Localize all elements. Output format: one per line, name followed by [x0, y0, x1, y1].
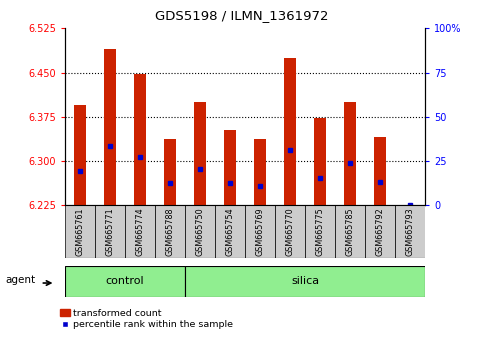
Bar — [314, 118, 326, 205]
Bar — [254, 139, 266, 205]
Text: GSM665792: GSM665792 — [376, 207, 384, 256]
Bar — [395, 205, 425, 258]
Bar — [374, 137, 386, 205]
Text: agent: agent — [5, 275, 35, 285]
Text: GDS5198 / ILMN_1361972: GDS5198 / ILMN_1361972 — [155, 9, 328, 22]
Text: GSM665785: GSM665785 — [345, 207, 355, 256]
Bar — [65, 266, 185, 297]
Bar — [125, 205, 155, 258]
Text: silica: silica — [291, 276, 319, 286]
Bar — [134, 74, 146, 205]
Text: GSM665754: GSM665754 — [226, 207, 235, 256]
Bar — [224, 130, 236, 205]
Bar — [164, 139, 176, 205]
Bar — [65, 205, 95, 258]
Text: control: control — [106, 276, 144, 286]
Bar — [74, 105, 86, 205]
Text: GSM665750: GSM665750 — [196, 207, 205, 256]
Text: GSM665771: GSM665771 — [106, 207, 114, 256]
Text: GSM665774: GSM665774 — [136, 207, 145, 256]
Bar — [185, 266, 425, 297]
Bar — [335, 205, 365, 258]
Bar — [185, 205, 215, 258]
Text: GSM665769: GSM665769 — [256, 207, 265, 256]
Text: GSM665775: GSM665775 — [315, 207, 325, 256]
Text: GSM665761: GSM665761 — [76, 207, 85, 256]
Legend: transformed count, percentile rank within the sample: transformed count, percentile rank withi… — [60, 309, 233, 329]
Bar — [215, 205, 245, 258]
Bar — [95, 205, 125, 258]
Bar — [275, 205, 305, 258]
Bar — [104, 49, 116, 205]
Text: GSM665770: GSM665770 — [285, 207, 295, 256]
Bar — [365, 205, 395, 258]
Bar — [284, 58, 296, 205]
Text: GSM665793: GSM665793 — [406, 207, 414, 256]
Bar — [155, 205, 185, 258]
Bar — [194, 102, 206, 205]
Bar — [305, 205, 335, 258]
Bar — [344, 102, 356, 205]
Text: GSM665788: GSM665788 — [166, 207, 175, 256]
Bar — [245, 205, 275, 258]
